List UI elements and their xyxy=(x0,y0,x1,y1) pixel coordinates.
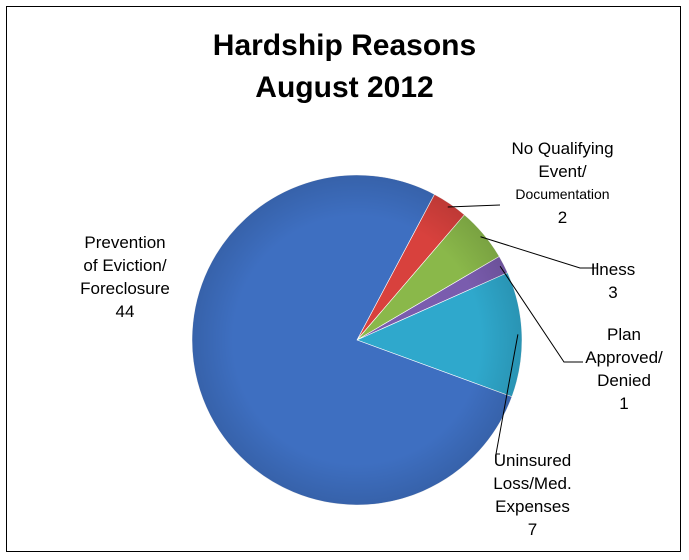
slice-value: 7 xyxy=(527,520,538,539)
slice-label-plan: Plan Approved/ Denied 1 xyxy=(574,323,674,415)
slice-value: 1 xyxy=(619,394,629,413)
leader-line xyxy=(447,204,501,208)
slice-value: 2 xyxy=(557,208,568,227)
chart-title-line-2: August 2012 xyxy=(255,71,434,104)
slice-label-line: Prevention xyxy=(84,233,166,252)
chart-title: Hardship Reasons August 2012 xyxy=(0,25,689,109)
slice-label-line: Plan xyxy=(606,325,642,344)
slice-label-line: Loss/Med. xyxy=(493,474,572,493)
slice-label-line: No Qualifying xyxy=(511,139,614,158)
slice-label-line: of Eviction/ xyxy=(83,256,167,275)
chart-title-line-1: Hardship Reasons xyxy=(212,29,477,62)
leader-line xyxy=(495,334,519,455)
slice-label-uninsured: Uninsured Loss/Med. Expenses 7 xyxy=(490,449,575,541)
slice-label-line: Documentation xyxy=(515,186,610,202)
slice-label-line: Uninsured xyxy=(493,451,572,470)
slice-label-line: Foreclosure xyxy=(80,279,170,298)
slice-label-prevention: Prevention of Eviction/ Foreclosure 44 xyxy=(60,231,190,323)
slice-label-line: Event/ xyxy=(538,162,587,181)
leader-line xyxy=(499,265,583,363)
slice-label-line: Ilness xyxy=(590,260,636,279)
pie-shading xyxy=(192,175,522,505)
slice-label-no-qualifying: No Qualifying Event/ Documentation 2 xyxy=(495,137,630,229)
leader-line xyxy=(480,236,597,269)
slice-label-line: Approved/ xyxy=(585,348,663,367)
slice-label-line: Denied xyxy=(597,371,651,390)
slice-label-ilness: Ilness 3 xyxy=(583,258,643,304)
slice-value: 44 xyxy=(115,302,135,321)
slice-value: 3 xyxy=(608,283,618,302)
slice-label-line: Expenses xyxy=(495,497,570,516)
